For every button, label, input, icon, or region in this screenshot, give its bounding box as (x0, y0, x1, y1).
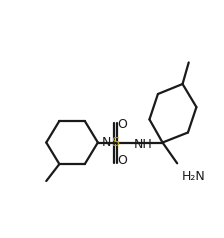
Text: NH: NH (134, 138, 153, 151)
Text: O: O (118, 154, 127, 167)
Text: N: N (102, 136, 111, 149)
Text: H₂N: H₂N (182, 170, 206, 183)
Text: S: S (112, 136, 120, 149)
Text: O: O (118, 118, 127, 131)
